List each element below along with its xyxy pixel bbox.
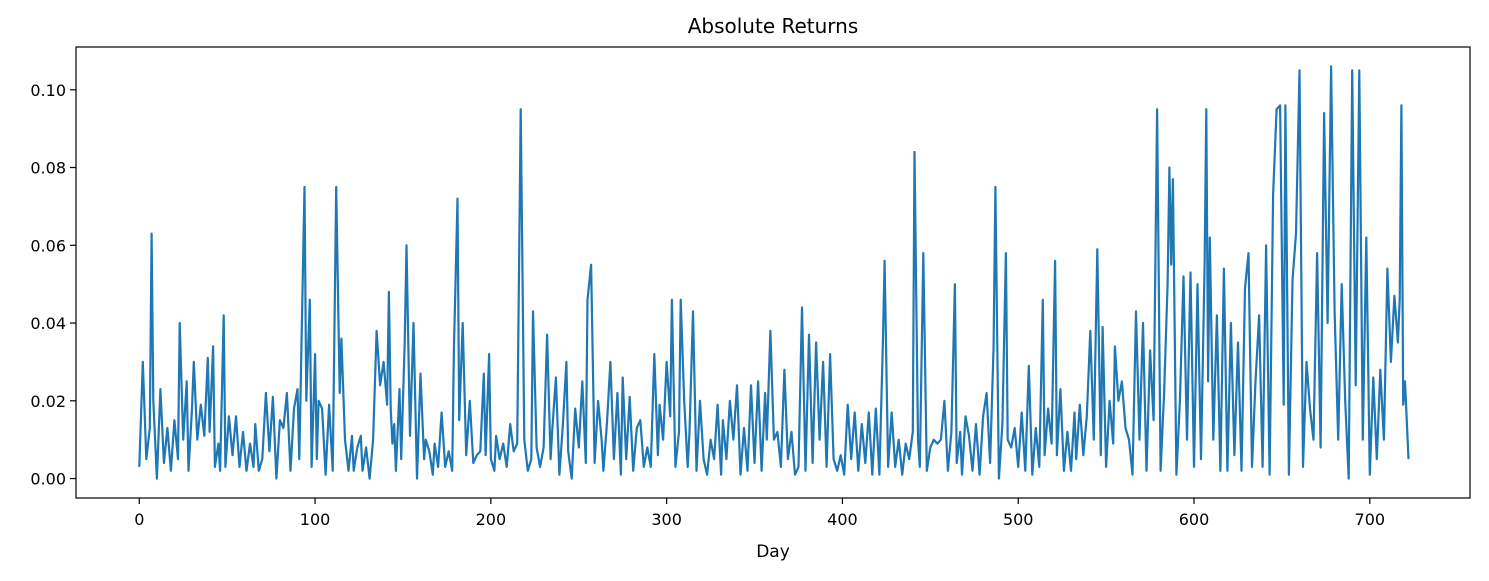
y-tick-label: 0.06	[30, 236, 66, 255]
x-tick-label: 700	[1355, 510, 1386, 529]
x-axis-ticks: 0 100 200 300 400 500 600 700	[134, 498, 1385, 529]
x-tick-label: 200	[476, 510, 507, 529]
series-layer	[138, 65, 1410, 480]
y-tick-label: 0.10	[30, 81, 66, 100]
x-tick-label: 0	[134, 510, 144, 529]
y-tick-label: 0.02	[30, 392, 66, 411]
chart-title: Absolute Returns	[688, 14, 859, 38]
y-tick-label: 0.00	[30, 470, 66, 489]
y-tick-label: 0.04	[30, 314, 66, 333]
x-axis-label: Day	[756, 542, 790, 562]
plot-area-frame	[75, 46, 1471, 499]
x-tick-label: 500	[1003, 510, 1034, 529]
y-axis-ticks: 0.00 0.02 0.04 0.06 0.08 0.10	[30, 81, 76, 489]
series-line	[138, 65, 1410, 480]
x-tick-label: 100	[300, 510, 331, 529]
x-tick-label: 300	[651, 510, 682, 529]
y-tick-label: 0.08	[30, 159, 66, 178]
x-tick-label: 600	[1179, 510, 1210, 529]
x-tick-label: 400	[827, 510, 858, 529]
